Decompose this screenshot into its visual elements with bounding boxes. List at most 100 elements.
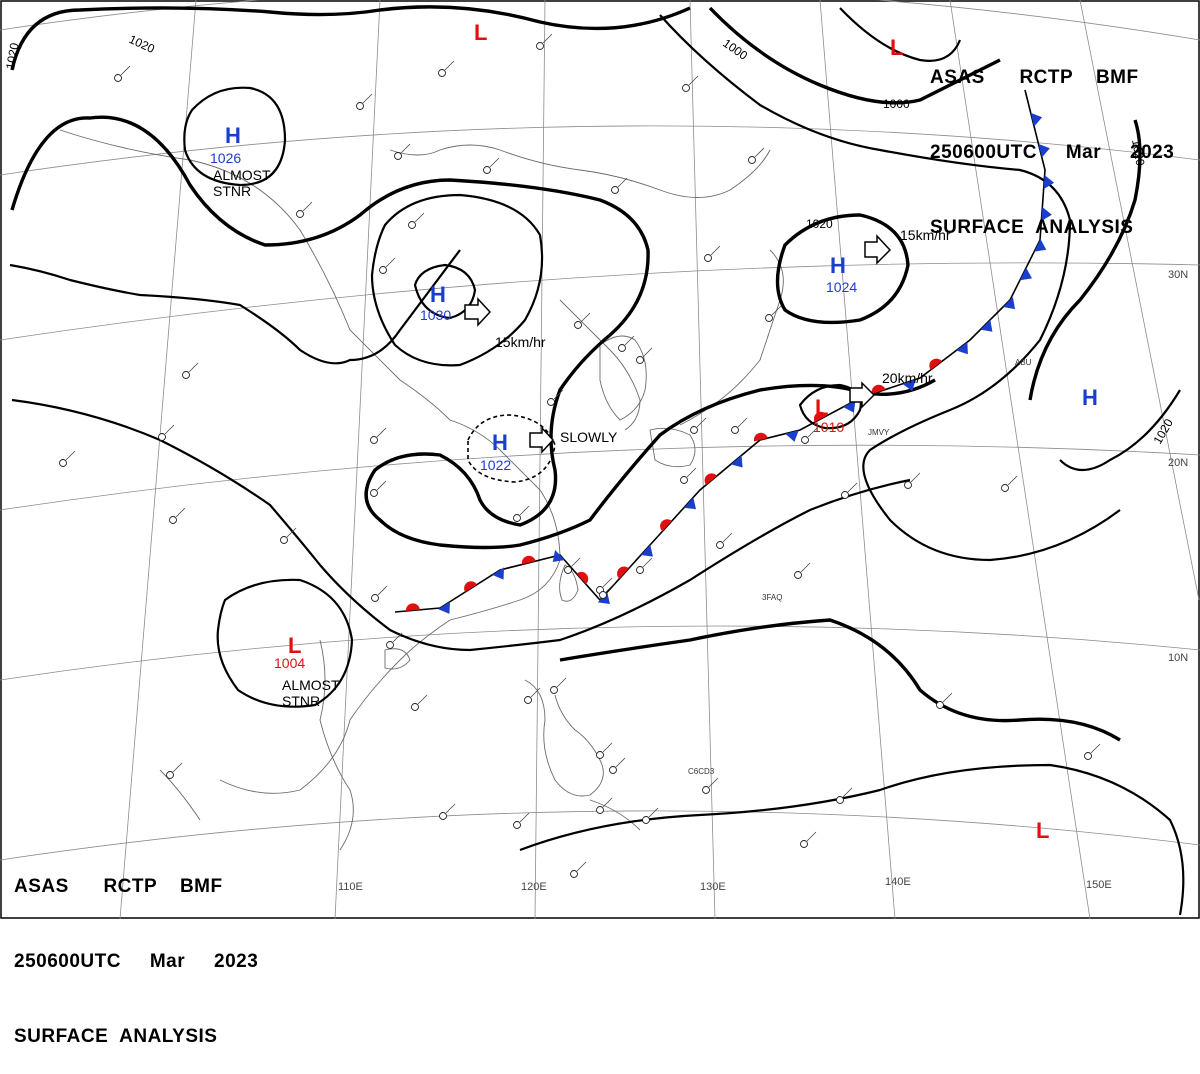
cold-front-triangle <box>683 497 697 510</box>
station-circle-icon <box>690 426 698 434</box>
station-circle-icon <box>936 701 944 709</box>
isobar-label: 1020 <box>1150 416 1176 446</box>
station-circle-icon <box>296 210 304 218</box>
header-line: ASAS RCTP BMF <box>930 67 1139 88</box>
header-line: 250600UTC Mar 2023 <box>14 951 259 972</box>
movement-note: ALMOST STNR <box>213 167 271 199</box>
isobar-closed <box>183 86 287 187</box>
isobar <box>9 249 461 365</box>
wind-barb-icon <box>1007 475 1018 486</box>
wind-barb-icon <box>120 65 131 76</box>
movement-arrow-icon <box>464 297 492 327</box>
wind-barb-icon <box>580 312 591 323</box>
wind-barb-icon <box>400 143 411 154</box>
isobar <box>11 398 911 652</box>
isobars <box>9 5 1185 916</box>
low-pressure-symbol: L <box>288 633 301 658</box>
map-frame <box>0 0 1200 919</box>
lat-label: 20N <box>1168 457 1188 469</box>
isobar-1020 <box>10 5 691 71</box>
isobar <box>10 115 936 550</box>
cold-front-triangle <box>1034 239 1047 252</box>
station-circle-icon <box>439 812 447 820</box>
station-circle-icon <box>841 491 849 499</box>
wind-barb-icon <box>722 532 733 543</box>
movement-note: ALMOST STNR <box>282 677 340 709</box>
high-pressure-symbol: H <box>225 123 241 148</box>
cold-front-triangle <box>552 549 565 562</box>
isobar-closed <box>413 263 477 320</box>
cold-front-triangle <box>640 544 653 557</box>
station-plots <box>59 33 1101 878</box>
wind-barb-icon <box>576 861 587 872</box>
station-circle-icon <box>611 186 619 194</box>
isobar-label: 1020 <box>1129 138 1147 167</box>
wind-barb-icon <box>602 742 613 753</box>
cold-front-triangle <box>492 567 505 580</box>
cold-front-triangle <box>438 601 450 614</box>
isobar <box>1028 119 1142 401</box>
wind-barb-icon <box>847 482 858 493</box>
station-circle-icon <box>370 489 378 497</box>
station-circle-icon <box>570 870 578 878</box>
high-pressure-symbol: H <box>1082 385 1098 410</box>
isobar-dashed <box>467 414 556 483</box>
movement-note: SLOWLY <box>560 429 618 445</box>
station-circle-icon <box>680 476 688 484</box>
station-circle-icon <box>1084 752 1092 760</box>
wind-barb-icon <box>642 557 653 568</box>
wind-barb-icon <box>286 527 297 538</box>
movement-arrows <box>464 234 892 454</box>
station-circle-icon <box>904 481 912 489</box>
wind-barb-icon <box>605 582 616 593</box>
header-bottom-left: ASAS RCTP BMF 250600UTC Mar 2023 SURFACE… <box>14 824 258 1074</box>
cold-front-triangle <box>956 341 968 355</box>
movement-note: 20km/hr <box>882 370 933 386</box>
low-pressure-symbol: L <box>815 395 828 420</box>
wind-barb-icon <box>362 93 373 104</box>
wind-barb-icon <box>807 427 818 438</box>
low-pressure-value: 1004 <box>274 655 305 671</box>
station-circle-icon <box>609 766 617 774</box>
header-top-right: ASAS RCTP BMF 250600UTC Mar 2023 SURFACE… <box>930 15 1174 265</box>
isobar <box>708 6 1001 105</box>
station-circle-icon <box>574 321 582 329</box>
cold-front-triangle <box>730 455 743 468</box>
wind-barb-icon <box>530 687 541 698</box>
station-circle-icon <box>765 314 773 322</box>
station-circle-icon <box>524 696 532 704</box>
movement-arrow-icon <box>529 426 555 454</box>
wind-barb-icon <box>519 505 530 516</box>
station-circle-icon <box>794 571 802 579</box>
station-circle-icon <box>483 166 491 174</box>
warm-front-semicircle <box>753 432 768 442</box>
wind-barb-icon <box>800 562 811 573</box>
wind-barb-icon <box>806 831 817 842</box>
wind-barb-icon <box>1090 743 1101 754</box>
station-circle-icon <box>536 42 544 50</box>
isobar-closed <box>798 383 862 430</box>
high-pressure-value: 1026 <box>210 150 241 166</box>
station-circle-icon <box>513 514 521 522</box>
movement-arrow-icon <box>864 234 892 265</box>
station-label: ABU <box>1015 358 1032 367</box>
movement-arrow-icon <box>849 381 876 409</box>
cold-front-triangle <box>1003 297 1016 310</box>
wind-barb-icon <box>377 585 388 596</box>
station-label: 3FAQ <box>762 593 782 602</box>
lon-label: 110E <box>338 881 363 893</box>
station-labels: ABU JMVY 3FAQ C6CD3 <box>688 358 1032 776</box>
lon-label: 130E <box>700 881 726 893</box>
wind-barb-icon <box>648 807 659 818</box>
wind-barb-icon <box>842 787 853 798</box>
station-circle-icon <box>682 84 690 92</box>
wind-barb-icon <box>624 335 635 346</box>
wind-barb-icon <box>519 812 530 823</box>
station-circle-icon <box>704 254 712 262</box>
wind-barb-icon <box>376 427 387 438</box>
high-pressure-symbol: H <box>830 253 846 278</box>
station-circle-icon <box>114 74 122 82</box>
warm-front-semicircle <box>660 519 672 532</box>
station-circle-icon <box>182 371 190 379</box>
wind-barb-icon <box>556 677 567 688</box>
